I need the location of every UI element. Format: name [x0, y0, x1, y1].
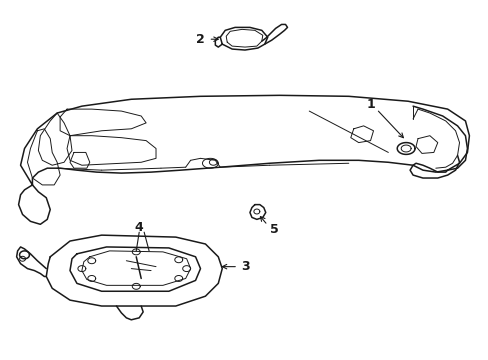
- Text: 4: 4: [135, 221, 143, 234]
- Text: 1: 1: [366, 98, 374, 111]
- Text: 3: 3: [241, 260, 250, 273]
- Text: 5: 5: [270, 223, 279, 236]
- Text: 2: 2: [196, 33, 204, 46]
